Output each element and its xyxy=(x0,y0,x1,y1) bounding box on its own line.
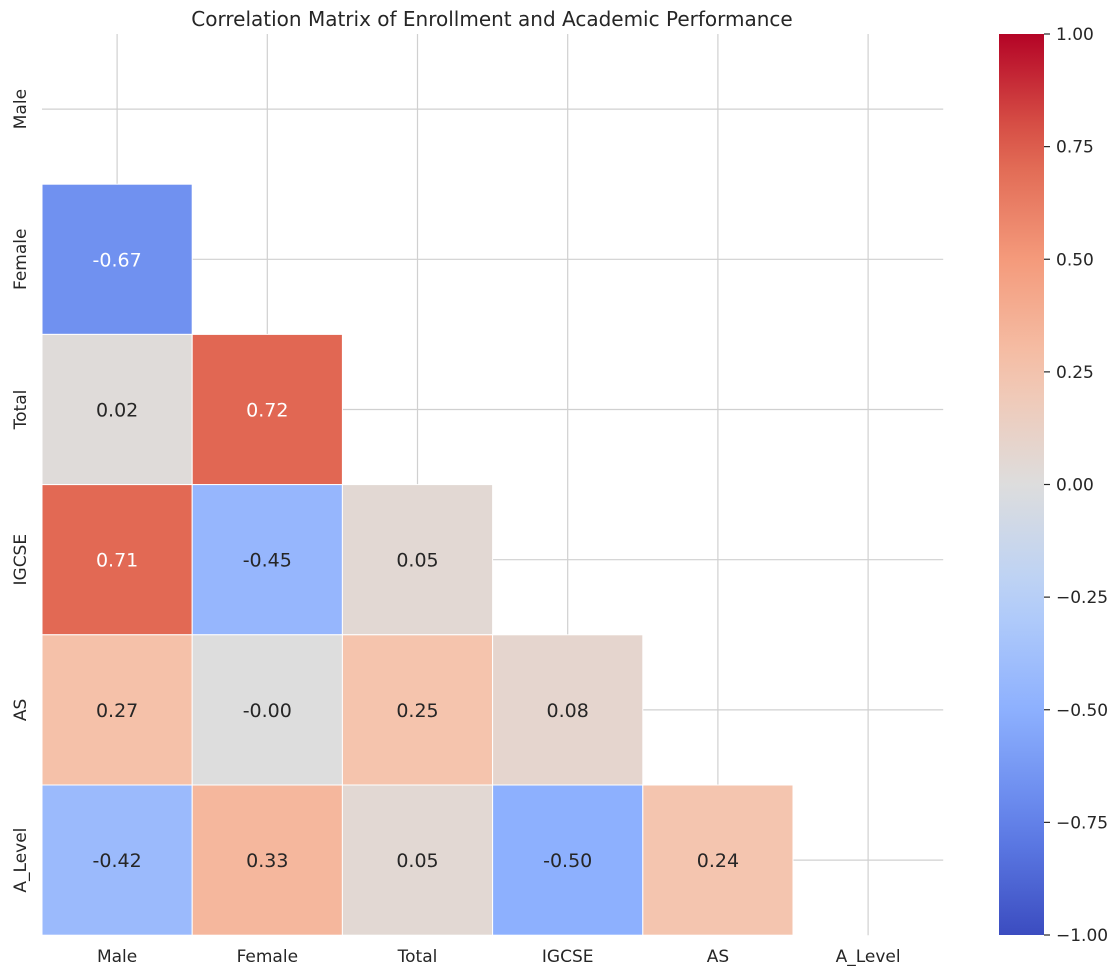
colorbar-tick-label: −0.75 xyxy=(1056,813,1108,833)
x-tick-label: Female xyxy=(237,947,298,967)
x-tick-label: AS xyxy=(707,947,729,967)
colorbar-tick-label: 0.75 xyxy=(1056,138,1094,158)
heatmap-cell xyxy=(41,484,193,636)
colorbar-tick-label: −1.00 xyxy=(1056,926,1108,946)
y-tick-label: A_Level xyxy=(11,828,31,893)
cell-value-label: -0.42 xyxy=(93,850,142,872)
y-tick-label: Total xyxy=(11,390,31,431)
colorbar-gradient xyxy=(999,34,1044,935)
heatmap-cell xyxy=(191,484,343,636)
cell-value-label: 0.08 xyxy=(547,700,589,722)
heatmap-cell xyxy=(41,634,193,786)
cell-value-label: 0.24 xyxy=(697,850,739,872)
heatmap-cell xyxy=(191,784,343,936)
cells-layer: -0.67 0.02 0.72 0.71 -0.45 0.05 0.27 -0.00 0.25 0… xyxy=(41,183,794,936)
colorbar-tick-label: 1.00 xyxy=(1056,25,1094,45)
heatmap-cell xyxy=(41,333,193,486)
cell-value-label: 0.25 xyxy=(396,700,438,722)
heatmap-cell xyxy=(642,784,794,936)
heatmap-cell xyxy=(341,634,494,786)
heatmap-cell xyxy=(41,183,193,335)
x-tick-label: Total xyxy=(397,947,438,967)
cell-value-label: 0.71 xyxy=(96,550,138,572)
y-tick-label: Female xyxy=(11,229,31,290)
y-tick-labels: Male Female Total IGCSE AS A_Level xyxy=(11,89,31,893)
cell-value-label: 0.27 xyxy=(96,700,138,722)
colorbar-tick-label: 0.00 xyxy=(1056,476,1094,496)
heatmap-cell xyxy=(492,784,644,936)
heatmap-cell xyxy=(41,784,193,936)
cell-value-label: 0.05 xyxy=(396,850,438,872)
cell-value-label: -0.45 xyxy=(243,550,292,572)
colorbar: 1.00 0.75 0.50 0.25 0.00 −0.25 −0.50 −0.75 −1.00 xyxy=(999,25,1108,946)
cell-value-label: 0.05 xyxy=(396,550,438,572)
y-tick-label: AS xyxy=(11,699,31,721)
y-tick-label: Male xyxy=(11,89,31,129)
colorbar-tick-label: −0.50 xyxy=(1056,701,1108,721)
cell-value-label: 0.02 xyxy=(96,400,138,422)
colorbar-tick-label: 0.25 xyxy=(1056,363,1094,383)
heatmap-cell xyxy=(191,634,343,786)
heatmap-cell xyxy=(341,784,494,936)
x-tick-labels: Male Female Total IGCSE AS A_Level xyxy=(97,947,901,967)
x-tick-label: IGCSE xyxy=(542,947,594,967)
cell-value-label: 0.33 xyxy=(246,850,288,872)
y-tick-label: IGCSE xyxy=(11,534,31,586)
cell-value-label: -0.67 xyxy=(93,249,142,271)
colorbar-tick-label: −0.25 xyxy=(1056,588,1108,608)
cell-value-label: -0.00 xyxy=(243,700,292,722)
colorbar-tick-label: 0.50 xyxy=(1056,250,1094,270)
x-tick-label: A_Level xyxy=(836,947,901,967)
heatmap-cell xyxy=(341,484,494,636)
x-tick-label: Male xyxy=(97,947,137,967)
chart-title: Correlation Matrix of Enrollment and Aca… xyxy=(191,7,792,31)
cell-value-label: -0.50 xyxy=(543,850,592,872)
cell-value-label: 0.72 xyxy=(246,400,288,422)
heatmap-cell xyxy=(191,333,343,486)
